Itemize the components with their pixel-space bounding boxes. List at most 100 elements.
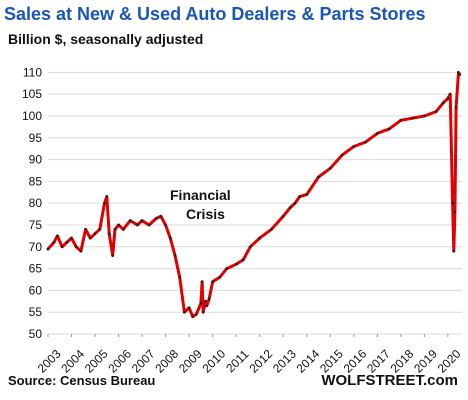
data-point xyxy=(60,245,64,249)
data-point xyxy=(225,267,229,270)
data-point xyxy=(187,306,191,310)
x-tick-label: 2003 xyxy=(35,347,64,376)
data-point xyxy=(52,241,56,244)
data-point xyxy=(446,97,450,100)
annotation-label: Crisis xyxy=(186,206,225,222)
data-point xyxy=(98,228,102,231)
y-tick-label: 110 xyxy=(23,65,42,79)
brand-logo: WOLFSTREET.com xyxy=(321,372,458,389)
y-tick-label: 75 xyxy=(29,218,43,232)
data-point xyxy=(317,175,320,179)
y-tick-label: 80 xyxy=(29,196,43,210)
data-point xyxy=(200,280,204,284)
data-point xyxy=(451,201,454,205)
data-point xyxy=(136,223,139,227)
data-point xyxy=(452,249,456,253)
data-point xyxy=(178,276,181,279)
y-tick-label: 55 xyxy=(29,305,43,319)
data-point xyxy=(70,236,73,240)
data-point xyxy=(46,247,50,251)
data-point xyxy=(399,119,403,122)
x-tick-label: 2007 xyxy=(129,347,158,376)
data-point xyxy=(56,234,59,238)
chart-subtitle: Billion $, seasonally adjusted xyxy=(8,31,204,47)
data-point xyxy=(140,219,144,222)
data-point xyxy=(364,140,367,144)
data-point xyxy=(423,114,426,118)
data-point xyxy=(84,228,87,231)
data-point xyxy=(173,254,177,257)
data-point xyxy=(199,302,203,305)
data-point xyxy=(211,280,214,284)
data-point xyxy=(164,223,167,227)
data-point xyxy=(117,223,120,227)
data-point xyxy=(289,206,292,209)
x-tick-label: 2005 xyxy=(82,347,111,376)
data-point xyxy=(448,92,452,96)
x-tick-label: 2012 xyxy=(246,347,275,376)
data-point xyxy=(122,228,125,231)
data-point xyxy=(79,249,83,253)
y-tick-label: 70 xyxy=(29,240,43,254)
y-tick-label: 65 xyxy=(29,262,43,276)
y-tick-label: 60 xyxy=(29,283,43,297)
data-point xyxy=(387,127,391,131)
data-point xyxy=(107,232,111,235)
data-point xyxy=(258,236,262,240)
series-line xyxy=(46,70,462,319)
data-point xyxy=(147,223,151,227)
source-note: Source: Census Bureau xyxy=(8,373,156,388)
data-point xyxy=(93,232,97,235)
x-tick-label: 2008 xyxy=(152,347,181,376)
x-tick-label: 2010 xyxy=(199,347,228,376)
data-point xyxy=(298,195,302,198)
data-point xyxy=(103,201,106,205)
y-tick-label: 50 xyxy=(29,327,43,341)
y-tick-label: 105 xyxy=(22,87,42,101)
data-point xyxy=(201,310,205,314)
data-point xyxy=(65,241,69,244)
data-point xyxy=(207,297,211,301)
y-tick-label: 100 xyxy=(22,109,42,123)
data-point xyxy=(270,228,273,231)
data-point xyxy=(129,219,132,222)
data-point xyxy=(111,254,114,257)
data-point xyxy=(352,145,356,148)
data-point xyxy=(74,245,78,249)
data-point xyxy=(281,215,285,218)
x-tick-label: 2013 xyxy=(270,347,299,376)
data-point xyxy=(293,201,297,205)
data-point xyxy=(218,276,221,279)
data-point xyxy=(241,258,245,262)
data-point xyxy=(441,101,445,105)
x-tick-label: 2014 xyxy=(294,347,323,376)
data-point xyxy=(434,110,438,113)
data-point xyxy=(454,105,458,109)
data-point xyxy=(249,245,252,249)
data-point xyxy=(113,228,117,231)
chart-title: Sales at New & Used Auto Dealers & Parts… xyxy=(4,4,426,24)
data-point xyxy=(411,116,414,120)
x-tick-label: 2004 xyxy=(58,347,87,376)
data-point xyxy=(457,71,460,74)
data-point xyxy=(191,315,194,318)
data-point xyxy=(194,313,198,316)
data-point xyxy=(154,217,158,220)
data-point xyxy=(105,195,109,198)
x-tick-label: 2009 xyxy=(176,347,205,376)
data-point xyxy=(169,236,172,240)
y-tick-label: 95 xyxy=(29,131,43,145)
y-tick-label: 85 xyxy=(29,174,43,188)
annotation-label: Financial xyxy=(170,187,231,203)
data-point xyxy=(340,153,344,157)
data-point xyxy=(458,73,461,76)
data-point xyxy=(376,132,379,135)
data-point xyxy=(329,167,332,170)
x-tick-label: 2011 xyxy=(223,347,251,375)
data-point xyxy=(453,210,457,214)
y-tick-label: 90 xyxy=(29,153,43,167)
data-point xyxy=(89,236,92,240)
data-point xyxy=(234,262,238,266)
